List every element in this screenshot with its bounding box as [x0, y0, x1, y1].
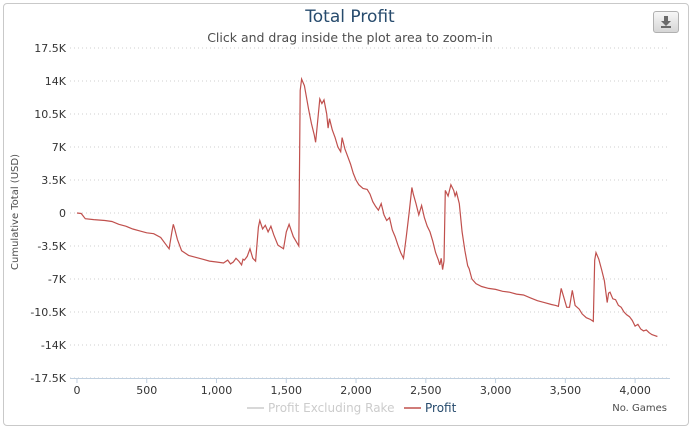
y-tick-label: 7K: [52, 141, 67, 154]
y-tick-label: -3.5K: [37, 240, 66, 253]
y-tick-label: 10.5K: [34, 108, 66, 121]
y-tick-label: -10.5K: [30, 306, 66, 319]
y-tick-label: -14K: [41, 339, 67, 352]
y-tick-label: 17.5K: [34, 42, 66, 55]
x-axis-title: No. Games: [612, 403, 667, 414]
y-gridlines: [70, 47, 670, 379]
y-tick-label: -17.5K: [30, 372, 66, 385]
y-tick-label: 0: [59, 207, 66, 220]
legend: Profit Excluding Rake Profit: [247, 401, 457, 415]
series-line-profit[interactable]: [76, 76, 658, 338]
x-tick-label: 1,500: [271, 384, 303, 397]
x-tick-label: 2,500: [410, 384, 442, 397]
y-tick-labels: 17.5K 14K 10.5K 7K 3.5K 0 -3.5K -7K -10.5K -14K -1…: [30, 42, 66, 385]
x-tick-label: 3,000: [480, 384, 512, 397]
chart-title: Total Profit: [305, 7, 395, 27]
x-tick-label: 500: [136, 384, 157, 397]
y-tick-label: -7K: [48, 273, 67, 286]
x-tick-label: 2,000: [340, 384, 372, 397]
y-axis-title: Cumulative Total (USD): [10, 154, 21, 270]
x-tick-label: 1,000: [201, 384, 233, 397]
x-axis: [70, 378, 670, 383]
chart-container: [3, 3, 689, 426]
legend-label: Profit Excluding Rake: [268, 401, 394, 415]
export-button[interactable]: [653, 11, 679, 33]
legend-label: Profit: [425, 401, 457, 415]
x-tick-label: 4,000: [619, 384, 651, 397]
legend-item-profit[interactable]: Profit: [404, 401, 457, 415]
download-icon: [661, 16, 671, 28]
x-tick-label: 0: [73, 384, 80, 397]
y-tick-label: 14K: [45, 75, 67, 88]
y-tick-label: 3.5K: [41, 174, 66, 187]
x-tick-label: 3,500: [550, 384, 582, 397]
x-tick-labels: 0 500 1,000 1,500 2,000 2,500 3,000 3,500 4,000: [73, 384, 650, 397]
legend-item-profit-excluding-rake[interactable]: Profit Excluding Rake: [247, 401, 394, 415]
chart-subtitle: Click and drag inside the plot area to z…: [207, 30, 493, 45]
